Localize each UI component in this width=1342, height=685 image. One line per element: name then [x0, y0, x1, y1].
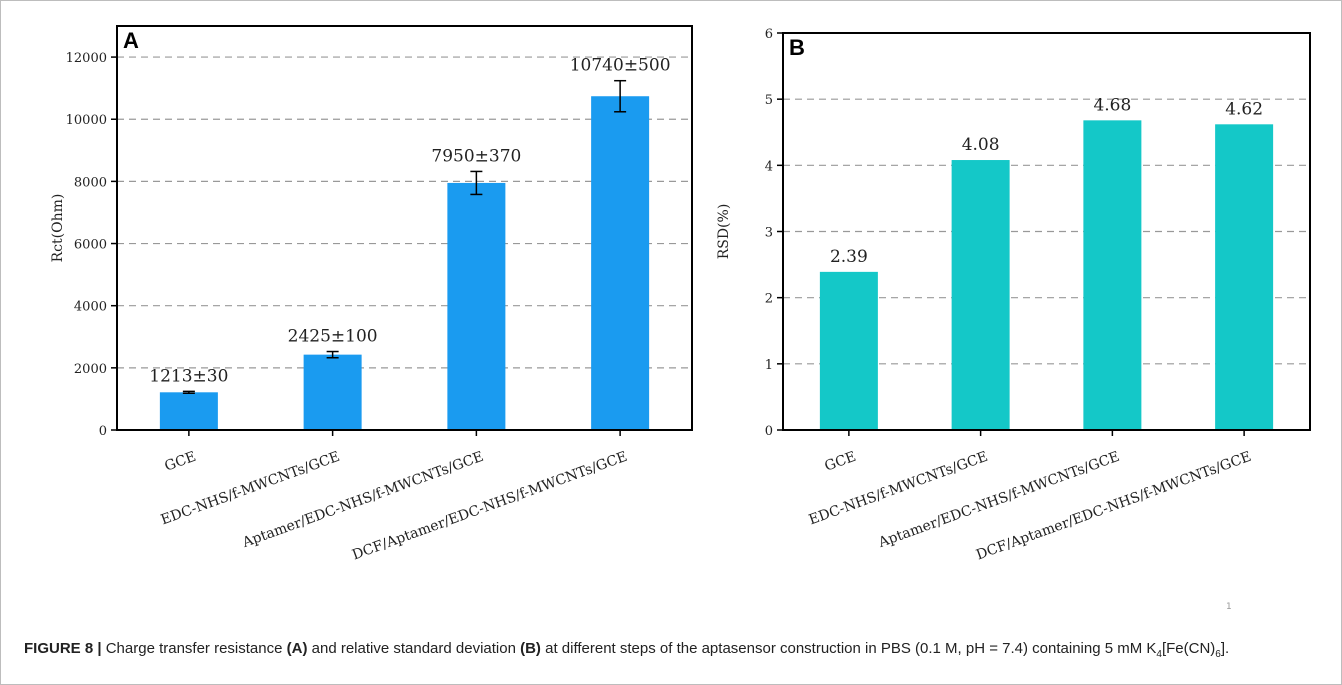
panel-a-y-tick-label: 2000 [74, 362, 107, 377]
panel-a-data-label-4: 10740±500 [570, 56, 671, 76]
panel-a-category-label-4: DCF/Aptamer/EDC-NHS/f-MWCNTs/GCE [350, 449, 629, 564]
caption-sub-1: 4 [1156, 649, 1162, 660]
panel-b-letter: B [789, 35, 805, 60]
figure-caption: FIGURE 8 | Charge transfer resistance (A… [24, 638, 1314, 665]
caption-text-5: ]. [1220, 640, 1230, 657]
caption-ref-a: (A) [286, 640, 308, 657]
panel-b-y-tick-label: 5 [765, 93, 773, 108]
panel-b-y-tick-label: 6 [765, 27, 773, 42]
caption-text-3: at different steps of the aptasensor con… [540, 640, 1157, 657]
panel-b-bar-4 [1215, 124, 1274, 430]
caption-text-1: Charge transfer resistance [101, 640, 287, 657]
panel-b-data-label-3: 4.68 [1093, 95, 1131, 115]
panel-b-category-label-3: Aptamer/EDC-NHS/f-MWCNTs/GCE [876, 449, 1122, 552]
panel-b-category-label-1: GCE [823, 449, 859, 475]
panel-a-category-label-1: GCE [163, 449, 199, 475]
caption-text-4: [Fe(CN) [1161, 640, 1216, 657]
caption-label: FIGURE 8 | [24, 640, 102, 657]
panel-b-y-tick-label: 0 [765, 424, 773, 439]
caption-ref-b: (B) [520, 640, 541, 657]
panel-a-bar-3 [447, 182, 506, 430]
panel-a-data-label-2: 2425±100 [288, 327, 378, 347]
panel-a-axes-frame [116, 25, 693, 431]
panel-b-y-axis-label: RSD(%) [716, 204, 732, 260]
panel-b-data-label-4: 4.62 [1225, 99, 1263, 119]
panel-b-y-tick-label: 1 [765, 358, 773, 373]
panel-a-bar-2 [303, 354, 362, 430]
caption-text-2: and relative standard deviation [307, 640, 521, 657]
panel-a-data-label-1: 1213±30 [149, 366, 228, 386]
panel-b-y-tick-label: 3 [765, 226, 773, 241]
panel-a-bar-4 [591, 96, 650, 430]
panel-b-data-label-1: 2.39 [830, 247, 868, 267]
panel-a-y-tick-label: 4000 [74, 300, 107, 315]
panel-a-letter: A [123, 28, 139, 53]
panel-a-y-tick-label: 6000 [74, 238, 107, 253]
panel-a-category-label-3: Aptamer/EDC-NHS/f-MWCNTs/GCE [240, 449, 486, 552]
panel-b-y-tick-label: 2 [765, 292, 773, 307]
caption-sub-2: 6 [1215, 649, 1221, 660]
stray-mark: 1 [1226, 602, 1232, 612]
panel-a-y-axis-label: Rct(Ohm) [50, 194, 66, 263]
panel-a-y-tick-label: 12000 [66, 51, 107, 66]
panel-a-y-tick-label: 0 [99, 424, 107, 439]
panel-a-bar-1 [159, 392, 218, 430]
panel-a-y-tick-label: 10000 [66, 113, 107, 128]
panel-b-y-tick-label: 4 [765, 159, 773, 174]
panel-b-bar-3 [1083, 120, 1142, 430]
panel-b-data-label-2: 4.08 [962, 135, 1000, 155]
panel-a-data-label-3: 7950±370 [431, 146, 521, 166]
panel-b-bar-1 [819, 271, 878, 430]
panel-a-y-tick-label: 8000 [74, 175, 107, 190]
panel-b-bar-2 [951, 160, 1010, 431]
